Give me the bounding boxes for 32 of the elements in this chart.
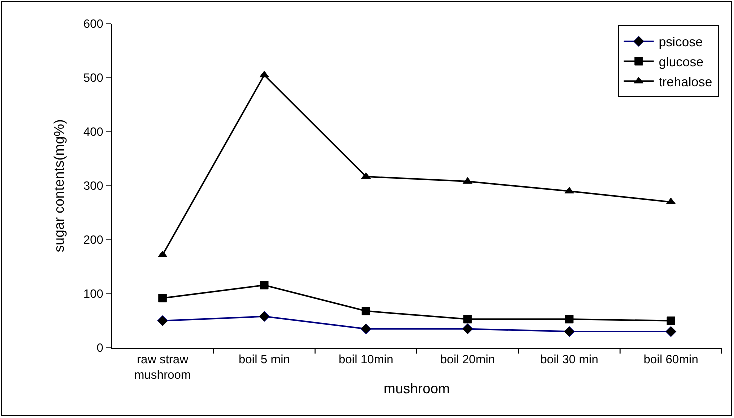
y-axis-title: sugar contents(mg%)	[51, 119, 68, 253]
point	[565, 315, 574, 324]
point	[158, 294, 168, 303]
point	[260, 281, 269, 290]
y-tick-label: 600	[84, 17, 104, 32]
point	[666, 326, 677, 338]
y-tick-label: 500	[84, 71, 104, 86]
y-tick-label: 400	[84, 125, 104, 140]
x-tick-label: raw straw mushroom	[134, 352, 192, 382]
y-tick-label: 200	[84, 233, 104, 248]
x-tick-label: boil 30 min	[540, 352, 599, 366]
y-tick-label: 100	[84, 287, 104, 302]
point	[362, 307, 370, 316]
x-tick-label: boil 60min	[644, 352, 699, 366]
x-tick-label: boil 5 min	[238, 352, 290, 366]
legend-label: psicose	[658, 34, 704, 50]
point	[259, 311, 270, 322]
point	[666, 316, 676, 326]
point	[462, 324, 474, 335]
point	[260, 71, 270, 78]
legend-label: glucose	[658, 54, 704, 70]
x-tick-label: boil 10min	[338, 352, 394, 366]
point	[157, 316, 168, 326]
x-axis-title: mushroom	[384, 380, 450, 396]
y-tick-label: 0	[96, 341, 104, 356]
point	[360, 324, 372, 335]
point	[464, 315, 472, 324]
y-tick-label: 300	[84, 179, 104, 194]
point	[564, 187, 574, 194]
x-tick-label: boil 20min	[440, 352, 496, 366]
legend-label: trehalose	[658, 74, 712, 90]
point	[564, 326, 575, 338]
